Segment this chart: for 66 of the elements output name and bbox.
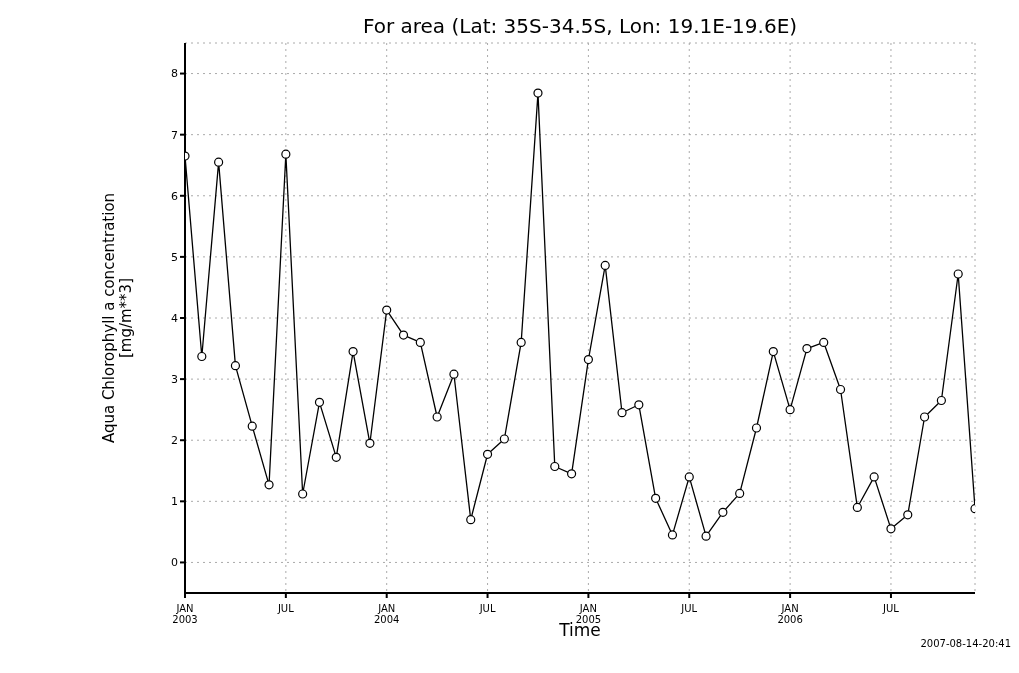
point (398, 330, 409, 340)
point (953, 269, 963, 279)
point (819, 337, 829, 348)
point (432, 412, 442, 422)
point (197, 351, 207, 362)
point (751, 423, 762, 433)
point (264, 480, 274, 490)
point (516, 337, 526, 348)
point (785, 405, 795, 415)
point (852, 502, 862, 513)
y-tick-label: 0 (171, 556, 178, 570)
y-tick-label: 4 (171, 311, 178, 325)
point (214, 157, 224, 167)
y-tick-label: 7 (171, 128, 178, 142)
x-tick-label: JAN 2005 (575, 603, 602, 625)
x-tick-label: JUL (478, 603, 496, 614)
point (466, 515, 476, 525)
point (567, 469, 577, 479)
point (415, 337, 425, 348)
y-tick-label: 6 (171, 189, 178, 203)
point (230, 361, 241, 371)
y-tick-label: 3 (171, 373, 178, 387)
point (533, 88, 543, 98)
x-tick-label: JUL (276, 603, 295, 614)
point (903, 510, 913, 520)
point (314, 397, 325, 407)
point (718, 507, 728, 517)
point (600, 260, 610, 271)
point (936, 395, 946, 406)
point (735, 488, 745, 498)
point (667, 530, 678, 540)
point (617, 408, 627, 418)
point (583, 354, 593, 365)
y-tick-label: 2 (171, 434, 178, 448)
point (919, 412, 930, 422)
point (348, 347, 358, 357)
point (281, 149, 291, 159)
y-tick-label: 5 (171, 250, 178, 264)
point (802, 343, 812, 354)
point (634, 400, 644, 410)
point (449, 369, 459, 379)
x-tick-label: JAN 2004 (373, 603, 400, 625)
y-axis-title: Aqua Chlorophyll a concentration [mg/m**3] (100, 192, 135, 444)
point (550, 461, 560, 472)
x-tick-label: JAN 2006 (777, 603, 803, 625)
y-tick-label: 8 (171, 67, 178, 81)
point (298, 489, 308, 499)
point (651, 493, 661, 503)
chart-title: For area (Lat: 35S-34.5S, Lon: 19.1E-19.6E) (361, 14, 799, 38)
text: 2007-08-14-20:41 (920, 638, 1011, 649)
y-tick-label: 1 (171, 495, 178, 509)
point (499, 434, 509, 444)
point (684, 472, 694, 482)
point (365, 438, 375, 448)
point (869, 472, 879, 482)
point (247, 421, 257, 431)
x-tick-label: JUL (680, 603, 698, 614)
point (701, 531, 711, 541)
point (382, 305, 392, 315)
point (886, 524, 896, 534)
x-tick-label: JAN 2003 (172, 603, 198, 625)
x-tick-label: JUL (882, 603, 900, 614)
point (482, 449, 493, 459)
point (835, 384, 846, 395)
point (331, 452, 341, 462)
point (768, 347, 778, 357)
